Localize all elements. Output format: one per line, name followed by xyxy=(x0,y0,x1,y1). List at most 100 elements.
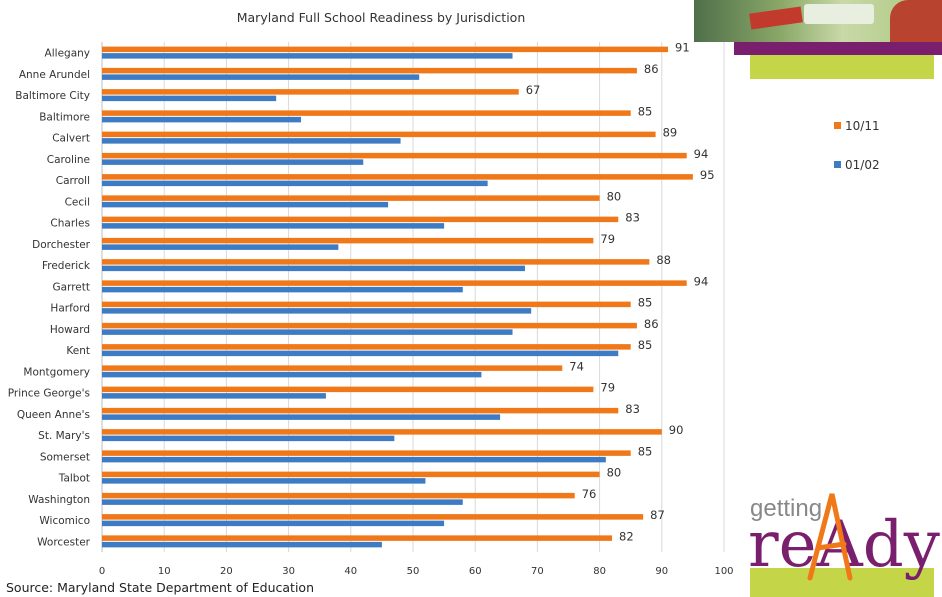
legend: 10/11 01/02 xyxy=(834,119,880,172)
bar-01-02 xyxy=(102,371,482,378)
x-tick-label: 30 xyxy=(282,566,295,577)
x-tick-label: 70 xyxy=(531,566,544,577)
bar-01-02 xyxy=(102,286,463,293)
bar-01-02 xyxy=(102,138,401,144)
bar-01-02 xyxy=(102,456,606,463)
category-label: Cecil xyxy=(65,196,90,208)
bar-10-11 xyxy=(102,152,687,159)
bar-10-11 xyxy=(102,429,662,435)
bar-10-11 xyxy=(102,110,631,116)
bar-10-11 xyxy=(102,216,619,223)
category-label: Montgomery xyxy=(23,366,90,378)
category-label: Worcester xyxy=(37,536,91,548)
bar-10-11 xyxy=(102,301,631,308)
bar-01-02 xyxy=(102,180,488,187)
gridlines xyxy=(101,42,725,552)
bar-01-02 xyxy=(102,74,420,80)
category-label: Somerset xyxy=(40,451,90,463)
bar-10-11 xyxy=(102,450,631,456)
data-label: 85 xyxy=(638,104,653,118)
bar-10-11 xyxy=(102,386,594,393)
bar-10-11 xyxy=(102,344,631,350)
category-label: Anne Arundel xyxy=(19,69,90,81)
category-label: Wicomico xyxy=(39,515,90,527)
data-label: 85 xyxy=(638,296,653,310)
classroom-photo xyxy=(694,0,942,42)
category-label: Prince George's xyxy=(8,388,90,400)
bar-01-02 xyxy=(102,308,532,314)
legend-label-01-02: 01/02 xyxy=(845,158,880,172)
bar-01-02 xyxy=(102,159,364,165)
x-tick-label: 0 xyxy=(99,566,105,577)
data-label: 89 xyxy=(663,126,678,140)
bar-01-02 xyxy=(102,265,525,272)
category-label: Kent xyxy=(66,345,90,357)
legend-swatch-01-02 xyxy=(834,161,841,168)
getting-ready-logo: getting reAdy xyxy=(748,493,940,582)
bar-01-02 xyxy=(102,329,513,335)
green-banner-top xyxy=(750,55,934,79)
legend-swatch-10-11 xyxy=(834,122,841,129)
category-label: Calvert xyxy=(52,133,90,145)
bar-10-11 xyxy=(102,89,519,95)
bar-10-11 xyxy=(102,174,693,180)
bar-10-11 xyxy=(102,407,619,414)
category-label: Baltimore xyxy=(39,111,90,123)
data-label: 83 xyxy=(625,211,640,225)
data-label: 87 xyxy=(650,508,665,522)
bar-01-02 xyxy=(102,201,389,208)
data-label: 86 xyxy=(644,62,659,76)
bar-01-02 xyxy=(102,350,619,357)
bar-10-11 xyxy=(102,492,575,499)
source-note: Source: Maryland State Department of Edu… xyxy=(6,580,314,595)
data-label: 85 xyxy=(638,444,653,458)
bar-01-02 xyxy=(102,116,302,123)
bar-01-02 xyxy=(102,223,445,229)
bar-10-11 xyxy=(102,195,600,201)
data-label: 80 xyxy=(607,466,622,480)
bar-10-11 xyxy=(102,322,637,329)
data-label: 90 xyxy=(669,423,684,437)
x-tick-label: 80 xyxy=(593,566,606,577)
x-tick-label: 10 xyxy=(158,566,171,577)
bar-01-02 xyxy=(102,499,463,505)
data-label: 76 xyxy=(582,487,597,501)
bar-01-02 xyxy=(102,53,513,59)
x-tick-label: 100 xyxy=(714,566,733,577)
bar-01-02 xyxy=(102,520,445,527)
bar-01-02 xyxy=(102,478,426,484)
data-label: 74 xyxy=(569,359,584,373)
category-label: Queen Anne's xyxy=(17,409,90,421)
x-tick-label: 20 xyxy=(220,566,233,577)
data-label: 91 xyxy=(675,41,690,55)
bar-10-11 xyxy=(102,131,656,138)
x-tick-label: 40 xyxy=(344,566,357,577)
legend-label-10-11: 10/11 xyxy=(845,119,880,133)
bars xyxy=(102,46,693,548)
category-label: Harford xyxy=(50,303,90,315)
x-tick-labels: 0 10 20 30 40 50 60 70 80 90 100 xyxy=(99,566,734,577)
bar-10-11 xyxy=(102,514,644,520)
logo-accent-stroke xyxy=(807,493,853,581)
data-label: 94 xyxy=(694,147,709,161)
data-labels: 9186678589949580837988948586857479839085… xyxy=(526,41,715,544)
category-label: Charles xyxy=(50,218,90,230)
purple-banner xyxy=(734,42,942,55)
bar-01-02 xyxy=(102,393,326,399)
data-label: 67 xyxy=(526,83,541,97)
category-label: Howard xyxy=(50,324,90,336)
category-label: Washington xyxy=(28,494,90,506)
bar-10-11 xyxy=(102,67,637,74)
category-labels: Allegany Anne Arundel Baltimore City Baltim… xyxy=(8,48,91,549)
data-label: 85 xyxy=(638,338,653,352)
bar-01-02 xyxy=(102,414,501,420)
bar-10-11 xyxy=(102,471,600,478)
green-banner-bottom xyxy=(750,568,934,597)
data-label: 79 xyxy=(600,232,615,246)
data-label: 80 xyxy=(607,189,622,203)
bar-01-02 xyxy=(102,95,277,102)
data-label: 88 xyxy=(656,253,671,267)
logo-top-text: getting xyxy=(750,495,822,522)
data-label: 86 xyxy=(644,317,659,331)
